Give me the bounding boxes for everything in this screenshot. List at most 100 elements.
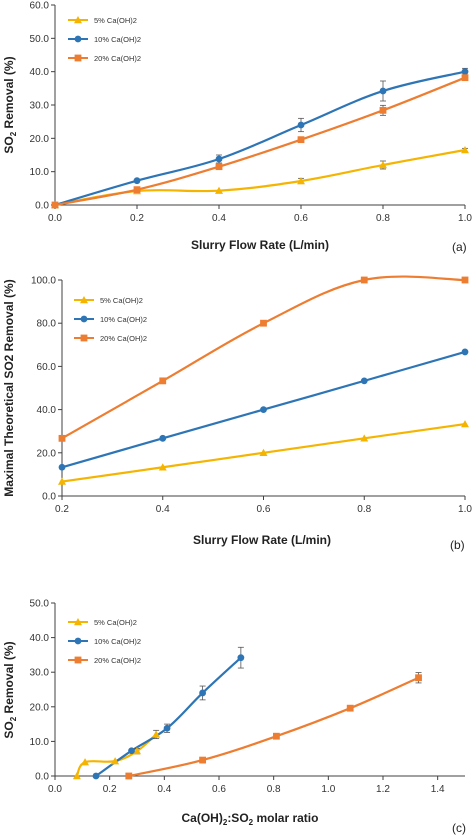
y-tick-label: 40.0 <box>30 633 50 644</box>
y-tick-label: 30.0 <box>30 101 50 112</box>
x-axis-title-mid: :SO <box>227 811 248 825</box>
y-axis-title-main: SO <box>2 721 16 738</box>
legend-swatch-marker <box>74 16 82 24</box>
legend-item-20pct: 20% Ca(OH)2 <box>68 54 141 63</box>
x-tick-label: 0.4 <box>212 213 226 224</box>
y-axis-title-main: SO <box>2 136 16 153</box>
data-point-20pct <box>297 136 305 144</box>
y-tick-label: 40.0 <box>30 67 50 78</box>
data-point-10pct <box>159 434 167 442</box>
y-tick-label: 40.0 <box>37 405 57 416</box>
legend-label: 20% Ca(OH)2 <box>94 54 141 63</box>
y-tick-label: 30.0 <box>30 668 50 679</box>
data-point-20pct <box>379 106 387 114</box>
y-axis-title: SO2 Removal (%) <box>2 641 18 738</box>
data-point-20pct <box>159 377 167 385</box>
data-point-5pct <box>259 448 268 456</box>
legend: 5% Ca(OH)2 10% Ca(OH)2 20% Ca(OH)2 <box>74 296 147 343</box>
legend-item-20pct: 20% Ca(OH)2 <box>74 334 147 343</box>
y-axis-title-sub: 2 <box>9 131 18 136</box>
y-tick-label: 80.0 <box>37 319 57 330</box>
legend-label: 10% Ca(OH)2 <box>94 637 141 646</box>
legend-swatch-marker <box>74 54 82 62</box>
x-tick-label: 0.2 <box>130 213 144 224</box>
data-point-5pct <box>215 186 223 194</box>
x-tick-label: 0.0 <box>48 784 62 795</box>
x-tick-label: 0.2 <box>55 504 69 515</box>
data-point-5pct <box>461 420 469 428</box>
y-axis-title-rest: Removal (%) <box>2 641 16 716</box>
legend-swatch-marker <box>80 334 88 342</box>
data-point-20pct <box>346 704 354 712</box>
data-point-20pct <box>215 163 223 171</box>
y-ticks: 0.0 10.0 20.0 30.0 40.0 50.0 60.0 <box>30 1 55 212</box>
y-tick-label: 50.0 <box>30 34 50 45</box>
legend-item-5pct: 5% Ca(OH)2 <box>68 16 137 25</box>
legend-label: 10% Ca(OH)2 <box>94 35 141 44</box>
x-tick-label: 0.8 <box>376 213 390 224</box>
data-point-10pct <box>379 87 387 95</box>
x-axis-title-rest: molar ratio <box>253 811 318 825</box>
y-tick-label: 10.0 <box>30 167 50 178</box>
legend-label: 5% Ca(OH)2 <box>100 296 143 305</box>
y-tick-label: 20.0 <box>30 702 50 713</box>
data-point-5pct <box>152 730 161 738</box>
x-tick-label: 1.0 <box>458 213 472 224</box>
legend-label: 20% Ca(OH)2 <box>100 334 147 343</box>
chart-panel-a: 0.0 0.2 0.4 0.6 0.8 1.0 0.0 10.0 20.0 30.0 40.0 50… <box>2 1 472 255</box>
x-axis-title: Ca(OH)2:SO2 molar ratio <box>182 811 319 827</box>
data-point-20pct <box>260 319 267 327</box>
data-point-10pct <box>58 463 66 471</box>
chart-panel-b: 0.2 0.4 0.6 0.8 1.0 0.0 20.0 40.0 60.0 80.0 100.0… <box>2 275 472 552</box>
data-point-5pct <box>72 772 81 780</box>
legend-label: 5% Ca(OH)2 <box>94 618 137 627</box>
y-tick-label: 100.0 <box>31 276 56 287</box>
series-line-10pct <box>54 70 466 207</box>
data-point-20pct <box>461 74 469 82</box>
panel-label: (a) <box>452 240 467 254</box>
series-line-20pct <box>54 76 466 207</box>
data-point-10pct <box>461 68 469 76</box>
x-axis-title-sub2: 2 <box>249 818 254 827</box>
data-point-5pct <box>158 463 167 471</box>
data-point-10pct <box>237 654 245 662</box>
legend-swatch-marker <box>74 637 82 645</box>
y-axis-title-sub: 2 <box>9 716 18 721</box>
panel-label: (c) <box>452 821 466 835</box>
x-tick-label: 0.6 <box>294 213 308 224</box>
x-tick-label: 0.6 <box>212 784 226 795</box>
data-point-10pct <box>215 155 223 163</box>
series-markers <box>51 68 469 209</box>
x-tick-label: 1.0 <box>458 504 472 515</box>
legend-item-10pct: 10% Ca(OH)2 <box>74 315 147 324</box>
series-markers <box>58 276 469 485</box>
series-curves <box>54 70 466 207</box>
data-point-20pct <box>133 186 141 194</box>
y-tick-label: 20.0 <box>30 134 50 145</box>
legend-swatch-marker <box>80 315 88 323</box>
x-ticks: 0.2 0.4 0.6 0.8 1.0 <box>55 496 472 515</box>
data-point-5pct <box>297 177 305 185</box>
series-line-5pct <box>54 148 466 207</box>
x-tick-label: 0.8 <box>267 784 281 795</box>
legend-swatch-marker <box>74 618 82 626</box>
series-line-5pct <box>75 733 157 777</box>
legend-item-20pct: 20% Ca(OH)2 <box>68 656 141 665</box>
x-tick-label: 0.0 <box>48 213 62 224</box>
panel-label: (b) <box>450 538 465 552</box>
data-point-5pct <box>81 758 90 766</box>
legend-label: 5% Ca(OH)2 <box>94 16 137 25</box>
data-point-5pct <box>58 477 66 485</box>
data-point-20pct <box>461 276 469 284</box>
data-point-10pct <box>199 689 207 697</box>
series-line-10pct <box>95 656 242 777</box>
x-tick-label: 1.0 <box>321 784 335 795</box>
x-axis-title-sub1: 2 <box>223 818 228 827</box>
legend-item-5pct: 5% Ca(OH)2 <box>74 296 143 305</box>
x-tick-label: 0.6 <box>257 504 271 515</box>
y-tick-label: 60.0 <box>30 1 50 12</box>
x-axis-title: Slurry Flow Rate (L/min) <box>191 238 329 252</box>
y-ticks: 0.0 20.0 40.0 60.0 80.0 100.0 <box>31 276 62 503</box>
x-ticks: 0.0 0.2 0.4 0.6 0.8 1.0 1.2 1.4 <box>48 776 445 795</box>
